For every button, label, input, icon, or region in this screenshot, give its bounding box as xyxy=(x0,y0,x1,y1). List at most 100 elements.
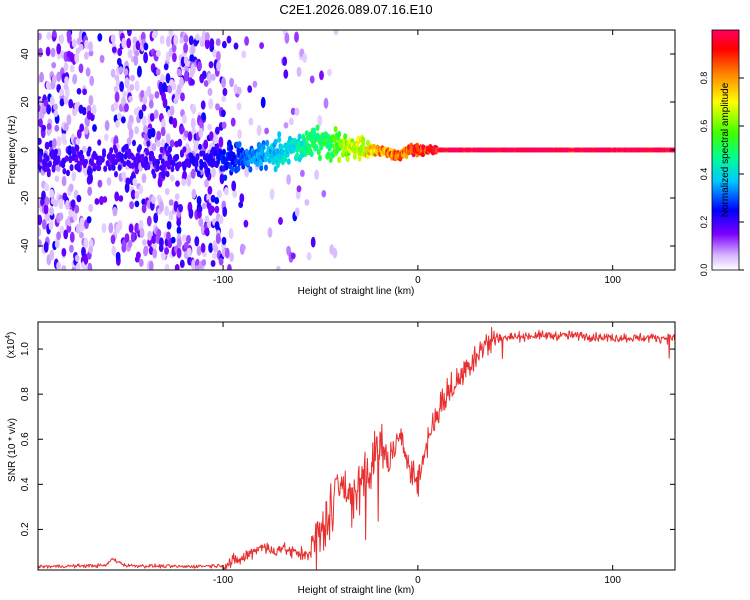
spectrogram-noise-cell xyxy=(302,53,308,64)
spectrogram-noise-cell xyxy=(87,262,93,270)
spectrogram-noise-cell xyxy=(130,74,135,82)
spectrogram-noise-cell xyxy=(259,42,264,50)
snr-y-tick-label: 1.0 xyxy=(20,342,31,356)
spectrogram-noise-cell xyxy=(149,93,154,102)
spectrogram-ridge-cell xyxy=(140,153,145,161)
spectrogram-noise-cell xyxy=(59,88,65,97)
spectrogram-noise-cell xyxy=(81,145,87,153)
spectrogram-noise-cell xyxy=(156,228,162,238)
colorbar-ticks: 0.0 0.2 0.4 0.6 0.8 xyxy=(699,72,744,276)
spectrogram-noise-cell xyxy=(69,244,74,253)
spectrogram-cells xyxy=(38,30,675,270)
spectrogram-noise-cell xyxy=(61,175,67,187)
snr-x-tick-label: 100 xyxy=(604,575,621,586)
spectrogram-noise-cell xyxy=(222,87,228,97)
spectrogram-noise-cell xyxy=(190,44,196,55)
snr-y-ticks: 0.2 0.4 0.6 0.8 1.0 xyxy=(20,342,675,536)
spectrogram-noise-cell xyxy=(38,239,42,248)
spectrogram-noise-cell xyxy=(127,48,133,59)
spectrogram-noise-cell xyxy=(103,133,109,141)
spectrogram-ridge-cell xyxy=(337,130,342,138)
spectrogram-noise-cell xyxy=(171,82,177,91)
spectrogram-noise-cell xyxy=(207,185,213,195)
spectrogram-noise-cell xyxy=(128,128,134,139)
snr-y-tick-label: 0.4 xyxy=(20,477,31,491)
spectrogram-noise-cell xyxy=(187,131,193,142)
spectrogram-ridge-cell xyxy=(88,168,93,175)
spectrogram-noise-cell xyxy=(296,66,302,77)
spectrogram-noise-cell xyxy=(94,198,100,205)
spectrogram-noise-cell xyxy=(71,266,77,270)
spectrogram-noise-cell xyxy=(87,186,93,196)
spectrogram-noise-cell xyxy=(115,79,121,87)
spectrogram-noise-cell xyxy=(212,49,218,58)
spectrogram-noise-cell xyxy=(218,257,224,266)
spectrogram-noise-cell xyxy=(56,43,62,55)
spectrogram-noise-cell xyxy=(68,98,74,109)
spectrogram-ridge-cell xyxy=(297,133,302,140)
spectrogram-noise-cell xyxy=(88,94,94,106)
spectrogram-noise-cell xyxy=(195,33,200,41)
spectrogram-ridge-cell xyxy=(100,156,105,163)
spectrogram-noise-cell xyxy=(155,68,161,76)
spectrogram-ridge-cell xyxy=(102,151,106,158)
snr-frame xyxy=(37,321,676,571)
spectrogram-noise-cell xyxy=(114,74,120,82)
spectrogram-ridge-cell xyxy=(76,160,81,167)
spectrogram-ridge-cell xyxy=(309,150,314,158)
spectrogram-noise-cell xyxy=(151,195,156,205)
spectrogram-noise-cell xyxy=(143,125,148,134)
spectrogram-ridge-cell xyxy=(195,154,200,161)
spectrogram-noise-cell xyxy=(71,38,77,48)
spectrogram-ridge-cell xyxy=(314,144,319,151)
spectrogram-ridge-cell xyxy=(156,158,160,166)
spectrogram-noise-cell xyxy=(174,263,180,270)
spectrogram-noise-cell xyxy=(65,199,70,210)
spectrogram-ridge-cell xyxy=(332,136,337,143)
spectrogram-noise-cell xyxy=(198,217,204,227)
spectrogram-noise-cell xyxy=(215,38,221,47)
spectrogram-ridge-cell xyxy=(158,153,163,161)
spectrogram-noise-cell xyxy=(163,63,169,71)
spectrogram-ridge-cell xyxy=(261,143,266,151)
spectrogram-noise-cell xyxy=(304,199,310,206)
spectrogram-noise-cell xyxy=(290,107,296,116)
spectrogram-noise-cell xyxy=(46,122,52,130)
snr-x-ticks: -100 0 100 xyxy=(213,322,621,586)
spectrogram-noise-cell xyxy=(195,265,200,270)
spectrogram-noise-cell xyxy=(269,188,275,200)
spectrogram-noise-cell xyxy=(152,248,158,259)
snr-y-scale-exp: 4 xyxy=(5,335,12,339)
spectrogram-ridge-cell xyxy=(230,165,235,173)
snr-y-scale-close: ) xyxy=(6,332,17,335)
spectrogram-ridge-cell xyxy=(103,165,108,172)
spectrogram-noise-cell xyxy=(130,231,136,243)
spectrogram-ridge-cell xyxy=(62,168,67,175)
spectrogram-noise-cell xyxy=(134,190,140,200)
spectrogram-ridge-cell xyxy=(265,139,270,147)
spectrogram-noise-cell xyxy=(239,193,245,204)
spectrogram-noise-cell xyxy=(176,226,182,235)
spectrogram-ridge-cell xyxy=(45,155,50,162)
spectrogram-noise-cell xyxy=(67,145,73,156)
spectrogram-noise-cell xyxy=(180,126,185,134)
spectrogram-x-tick-label: -100 xyxy=(213,275,233,286)
spectrogram-ridge-cell xyxy=(283,156,288,163)
spectrogram-noise-cell xyxy=(260,96,266,109)
spectrogram-ridge-cell xyxy=(84,158,88,166)
spectrogram-ridge-cell xyxy=(66,169,70,177)
spectrogram-noise-cell xyxy=(179,259,185,269)
spectrogram-noise-cell xyxy=(124,233,130,243)
spectrogram-ridge-cell xyxy=(264,156,268,163)
spectrogram-noise-cell xyxy=(204,215,210,223)
spectrogram-noise-cell xyxy=(208,205,214,216)
spectrogram-ridge-cell xyxy=(276,161,280,168)
spectrogram-noise-cell xyxy=(317,115,323,127)
spectrogram-ridge-cell xyxy=(177,161,182,168)
spectrogram-noise-cell xyxy=(38,227,42,237)
spectrogram-noise-cell xyxy=(156,50,161,57)
spectrogram-noise-cell xyxy=(319,70,324,81)
spectrogram-noise-cell xyxy=(53,199,59,208)
spectrogram-noise-cell xyxy=(126,137,132,146)
